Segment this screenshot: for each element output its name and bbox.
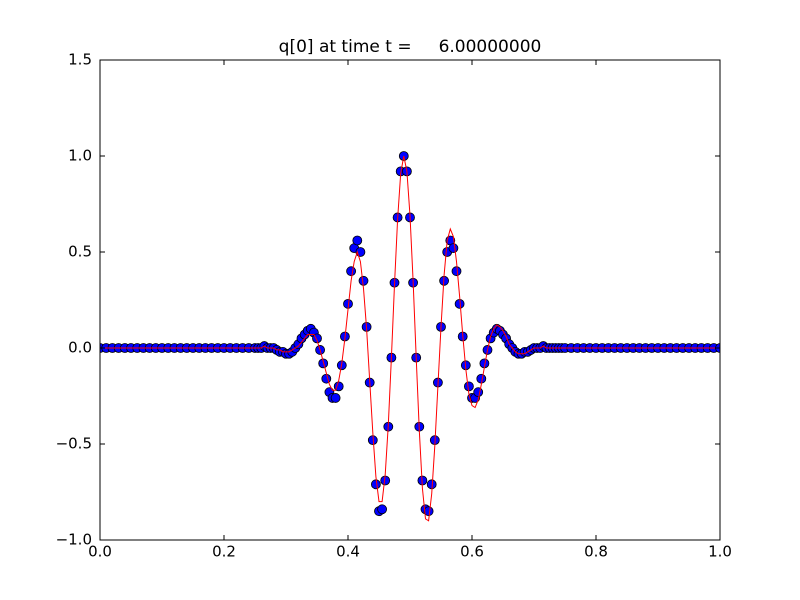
x-tick-label: 0.4 — [336, 543, 360, 561]
data-point — [330, 393, 341, 403]
data-line — [100, 155, 720, 522]
x-tick-label: 0.6 — [460, 543, 484, 561]
data-point — [321, 373, 332, 384]
x-tick-label: 0.8 — [584, 543, 608, 561]
y-tick-label: 0.0 — [68, 339, 92, 357]
x-tick-label: 0.0 — [88, 543, 112, 561]
data-point — [451, 266, 462, 277]
data-point — [448, 243, 459, 254]
y-tick-label: 1.5 — [68, 51, 92, 69]
chart-title: q[0] at time t = 6.00000000 — [279, 37, 542, 57]
axes-frame — [99, 59, 721, 541]
x-tick-label: 0.2 — [212, 543, 236, 561]
y-tick-label: −0.5 — [56, 435, 92, 453]
y-tick-label: −1.0 — [56, 531, 92, 549]
data-point — [423, 506, 434, 517]
data-point — [358, 275, 369, 286]
data-point — [473, 387, 484, 398]
x-tick-label: 1.0 — [708, 543, 732, 561]
data-point — [352, 235, 363, 246]
data-point — [377, 504, 388, 515]
data-point — [463, 381, 474, 392]
y-tick-label: 0.5 — [68, 243, 92, 261]
data-point — [346, 266, 357, 277]
plot-area — [100, 151, 720, 522]
data-point — [370, 479, 381, 490]
y-tick-label: 1.0 — [68, 147, 92, 165]
